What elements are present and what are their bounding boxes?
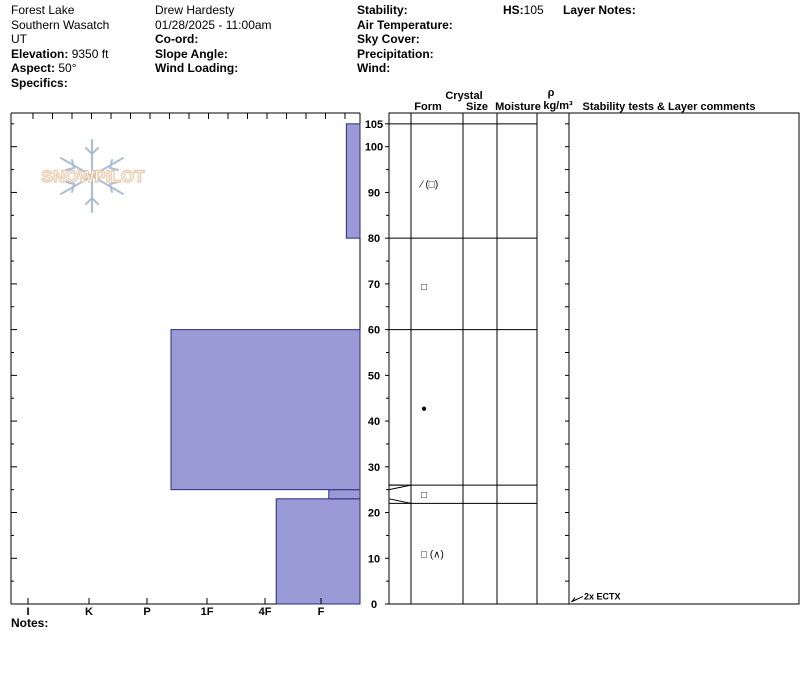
rho-header: ρ xyxy=(548,87,555,99)
elevation-label: Elevation: xyxy=(11,46,69,61)
moisture-header: Moisture xyxy=(495,101,541,113)
snowflake-icon xyxy=(60,139,124,213)
plot-top-ticks xyxy=(32,113,346,119)
notes-label: Notes: xyxy=(11,616,49,630)
height-label: 0 xyxy=(371,599,377,611)
air-temperature-label: Air Temperature: xyxy=(357,17,453,32)
aspect-value: 50° xyxy=(58,61,77,75)
crystal-form-symbol: ⁄ (□) xyxy=(418,179,438,190)
height-label: 50 xyxy=(368,370,380,382)
hardness-label: I xyxy=(26,606,29,618)
size-header: Size xyxy=(466,101,488,113)
hardness-layers xyxy=(170,123,361,605)
height-label: 70 xyxy=(368,279,380,291)
slope-angle-label: Slope Angle: xyxy=(155,46,228,61)
hardness-layer-bar xyxy=(275,498,361,605)
density-ticks xyxy=(565,123,569,582)
hardness-label: K xyxy=(85,606,93,618)
hardness-layer-bar xyxy=(328,489,361,500)
stability-label: Stability: xyxy=(357,3,408,17)
plot-left-ticks xyxy=(11,123,17,582)
precipitation-label: Precipitation: xyxy=(357,46,434,61)
height-label: 80 xyxy=(368,233,380,245)
layer-notes-label: Layer Notes: xyxy=(563,3,636,17)
layer-connector xyxy=(388,484,412,491)
crystal-form-symbol: □ xyxy=(421,282,427,293)
crystal-forms: ⁄ (□) □ ● □ □ (∧) xyxy=(418,179,444,560)
hardness-label: 1F xyxy=(201,606,214,618)
height-label: 20 xyxy=(368,508,380,520)
height-axis: 0 10 20 30 40 50 60 70 80 90 100 105 xyxy=(365,119,389,611)
density-header: kg/m³ xyxy=(543,100,573,112)
elevation-value: 9350 ft xyxy=(71,46,109,61)
wind-loading-label: Wind Loading: xyxy=(155,61,239,75)
hardness-axis-labels: I K P 1F 4F F xyxy=(26,598,325,618)
hardness-layer-bar xyxy=(345,123,361,239)
stability-header: Stability tests & Layer comments xyxy=(582,101,755,113)
observer-info: Drew Hardesty 01/28/2025 - 11:00am Co-or… xyxy=(155,3,272,76)
stability-test-label: 2x ECTX xyxy=(584,591,621,601)
crystal-form-symbol: □ xyxy=(421,490,427,501)
location-name: Forest Lake xyxy=(11,3,75,17)
hs-field: HS:105 xyxy=(503,3,544,18)
hardness-layer-bar xyxy=(170,329,361,491)
crystal-form-symbol: □ (∧) xyxy=(421,550,444,561)
wind-label: Wind: xyxy=(357,61,391,75)
watermark-text: SNOWPILOT xyxy=(42,167,146,186)
height-label: 10 xyxy=(368,553,380,565)
crystal-header: Crystal xyxy=(445,90,482,102)
elevation-row: Elevation: 9350 ft xyxy=(11,47,109,62)
form-header: Form xyxy=(414,101,442,113)
snowpilot-watermark: SNOWPILOT xyxy=(41,139,146,213)
layer-connector xyxy=(388,498,412,504)
aspect-label: Aspect: xyxy=(11,61,56,75)
conditions-info: Stability: Air Temperature: Sky Cover: P… xyxy=(357,3,453,76)
region-name: Southern Wasatch xyxy=(11,17,110,32)
coord-label: Co-ord: xyxy=(155,32,199,46)
height-label: 90 xyxy=(368,187,380,199)
aspect-row: Aspect: 50° xyxy=(11,61,109,76)
specifics-label: Specifics: xyxy=(11,75,68,90)
height-label: 30 xyxy=(368,462,380,474)
height-label: 105 xyxy=(365,119,383,131)
observer-name: Drew Hardesty xyxy=(155,3,235,17)
layer-table-frame xyxy=(388,112,800,605)
crystal-form-symbol: ● xyxy=(421,403,427,414)
stability-test-arrowhead xyxy=(570,597,578,603)
hardness-label: 4F xyxy=(259,606,272,618)
site-info: Forest Lake Southern Wasatch UT Elevatio… xyxy=(11,3,109,90)
stability-tests: 2x ECTX xyxy=(570,591,621,603)
height-label: 100 xyxy=(365,142,383,154)
layer-rows xyxy=(388,123,537,504)
observation-datetime: 01/28/2025 - 11:00am xyxy=(155,17,272,32)
height-label: 60 xyxy=(368,325,380,337)
hs-value: 105 xyxy=(523,3,544,17)
state-name: UT xyxy=(11,32,27,46)
sky-cover-label: Sky Cover: xyxy=(357,32,420,46)
hs-label: HS: xyxy=(503,3,524,17)
hardness-label: F xyxy=(318,606,325,618)
height-label: 40 xyxy=(368,416,380,428)
hardness-label: P xyxy=(143,606,150,618)
